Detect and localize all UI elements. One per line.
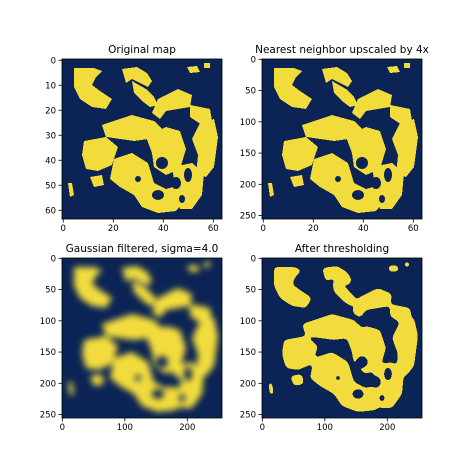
x-tick-label: 0 [61,224,66,234]
x-tick-label: 40 [358,224,369,234]
heatmap-image [62,258,222,418]
x-tick-label: 100 [117,423,133,433]
panel-title: After thresholding [295,243,389,255]
y-tick-label: 50 [245,87,256,97]
y-tick-label: 50 [45,286,56,296]
y-tick-label: 50 [45,181,56,191]
heatmap-image [262,258,422,418]
x-tick-label: 0 [261,224,266,234]
x-tick-label: 20 [308,224,319,234]
x-tick-label: 0 [60,423,65,433]
y-tick-label: 100 [240,317,256,327]
x-tick-label: 20 [108,224,119,234]
y-tick-label: 150 [240,348,256,358]
y-tick-label: 10 [45,81,56,91]
y-tick-label: 20 [45,106,56,116]
y-tick-label: 200 [240,180,256,190]
axes-frame [261,58,423,220]
panel-1: Original map 0 20 40 60 0 10 20 30 40 50 60 [45,44,223,234]
panel-3: Gaussian filtered, sigma=4.0 0 100 200 0 50 10… [40,243,223,433]
panel-4: After thresholding 0 100 200 0 50 100 150 200 250 [240,243,423,433]
panel-title: Nearest neighbor upscaled by 4x [255,44,429,56]
y-tick-label: 100 [240,118,256,128]
y-tick-label: 150 [240,149,256,159]
x-tick-label: 60 [408,224,419,234]
y-tick-label: 0 [251,254,256,264]
y-tick-label: 40 [45,156,56,166]
y-tick-label: 0 [51,254,56,264]
axes-frame [61,257,223,419]
panel-2: Nearest neighbor upscaled by 4x0 20 40 6005… [240,44,429,234]
y-tick-label: 0 [51,56,56,66]
x-tick-label: 200 [179,423,195,433]
heatmap-image [62,59,222,219]
x-tick-label: 60 [208,224,219,234]
y-tick-label: 60 [45,206,56,216]
y-tick-label: 0 [251,55,256,65]
x-tick-label: 40 [158,224,169,234]
y-tick-label: 30 [45,131,56,141]
x-tick-label: 0 [260,423,265,433]
y-tick-label: 250 [240,411,256,421]
x-tick-label: 200 [379,423,395,433]
x-tick-label: 100 [317,423,333,433]
y-tick-label: 250 [40,411,56,421]
axes-frame [61,58,223,220]
y-tick-label: 150 [40,348,56,358]
panel-title: Original map [108,44,176,56]
y-tick-label: 100 [40,317,56,327]
panel-title: Gaussian filtered, sigma=4.0 [66,243,219,255]
y-tick-label: 250 [240,212,256,222]
heatmap-image [262,59,422,219]
y-tick-label: 200 [240,379,256,389]
y-tick-label: 50 [245,286,256,296]
y-tick-label: 200 [40,379,56,389]
axes-frame [261,257,423,419]
